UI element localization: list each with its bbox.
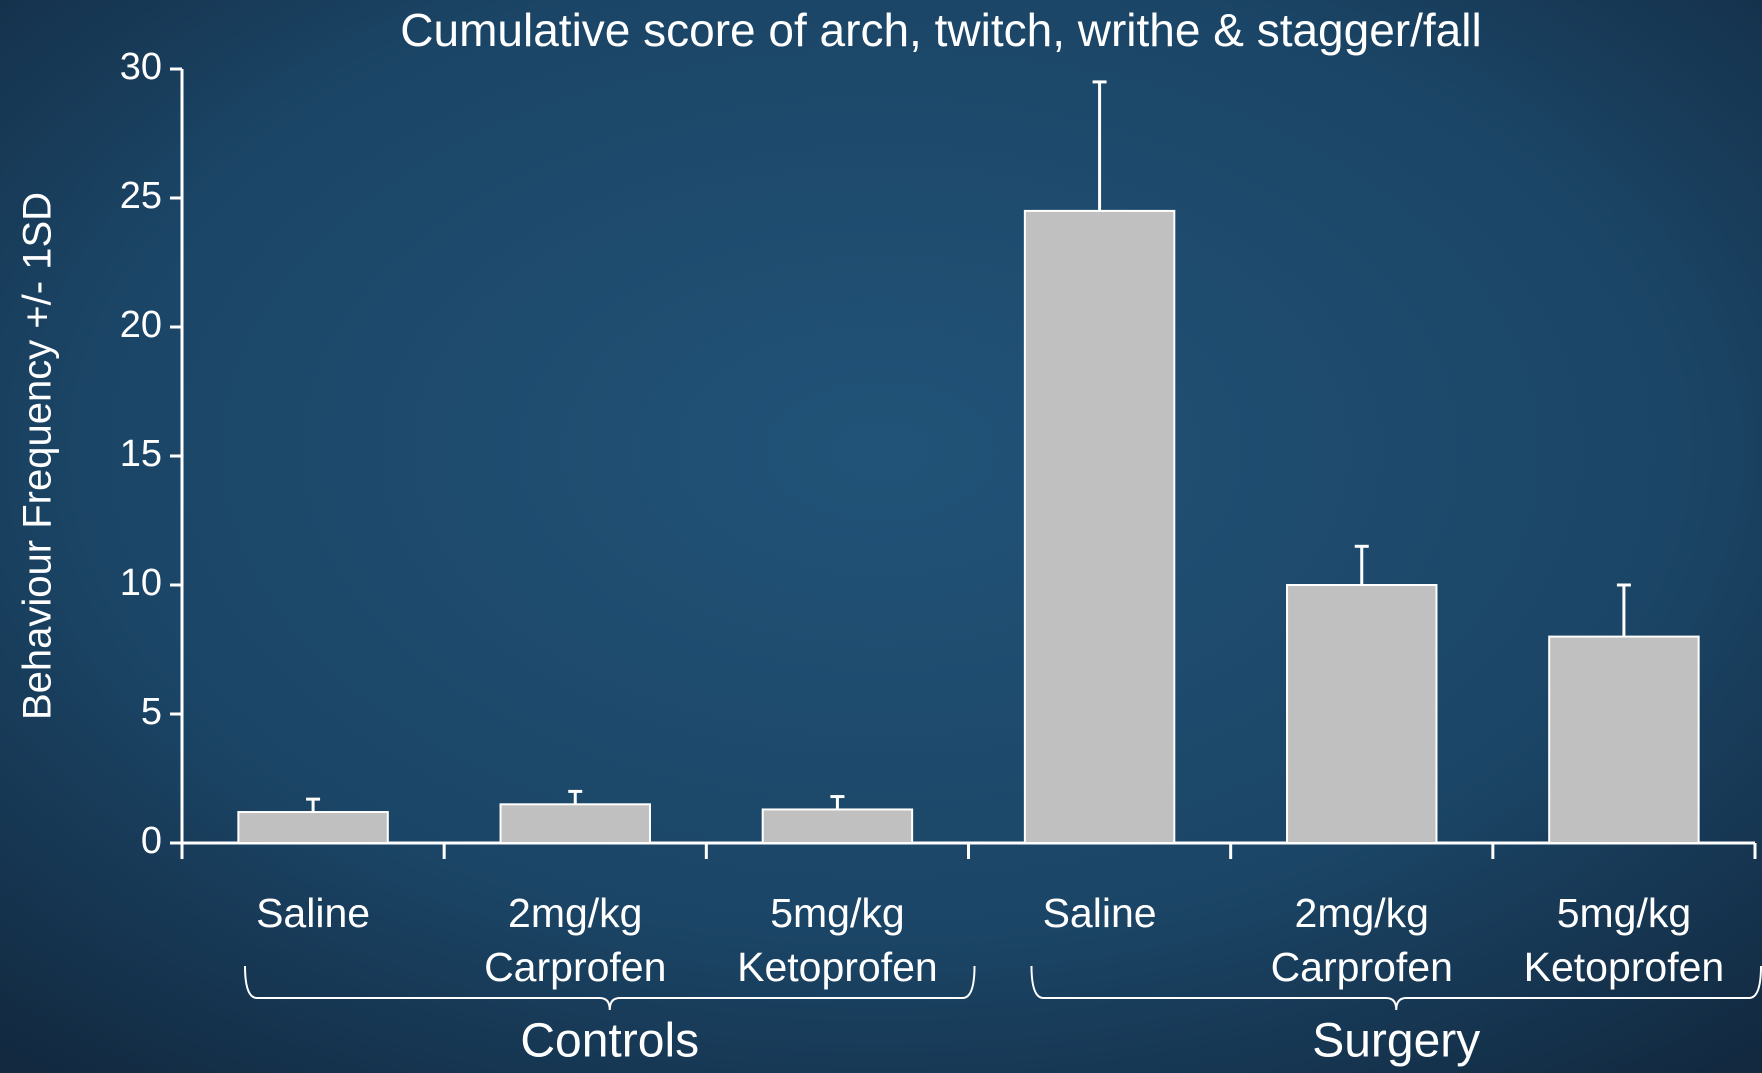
x-tick-label: Carprofen [484,944,666,990]
x-tick-label: 5mg/kg [1557,890,1691,936]
y-tick-label: 5 [141,691,162,733]
bar [1286,584,1438,844]
bar [1548,635,1700,844]
x-tick-label: Saline [1043,890,1157,936]
y-tick-label: 15 [120,433,162,475]
bar [237,811,389,844]
x-tick-label: Ketoprofen [737,944,938,990]
chart-title: Cumulative score of arch, twitch, writhe… [400,4,1481,56]
y-tick-label: 0 [141,820,162,862]
group-label: Controls [520,1015,699,1068]
x-tick-label: Ketoprofen [1524,944,1725,990]
group-brace [244,965,976,1011]
y-tick-label: 30 [120,46,162,88]
group-brace [1030,965,1762,1011]
x-tick-label: 2mg/kg [508,890,642,936]
x-tick-label: Saline [256,890,370,936]
y-axis-label: Behaviour Frequency +/- 1SD [16,192,60,720]
x-tick-label: 2mg/kg [1295,890,1429,936]
y-tick-label: 10 [120,562,162,604]
y-tick-label: 25 [120,175,162,217]
y-tick-label: 20 [120,304,162,346]
group-label: Surgery [1312,1015,1480,1068]
bar [761,808,914,845]
bar [1023,209,1176,844]
bar [499,803,651,844]
x-tick-label: 5mg/kg [770,890,904,936]
x-tick-label: Carprofen [1271,944,1453,990]
